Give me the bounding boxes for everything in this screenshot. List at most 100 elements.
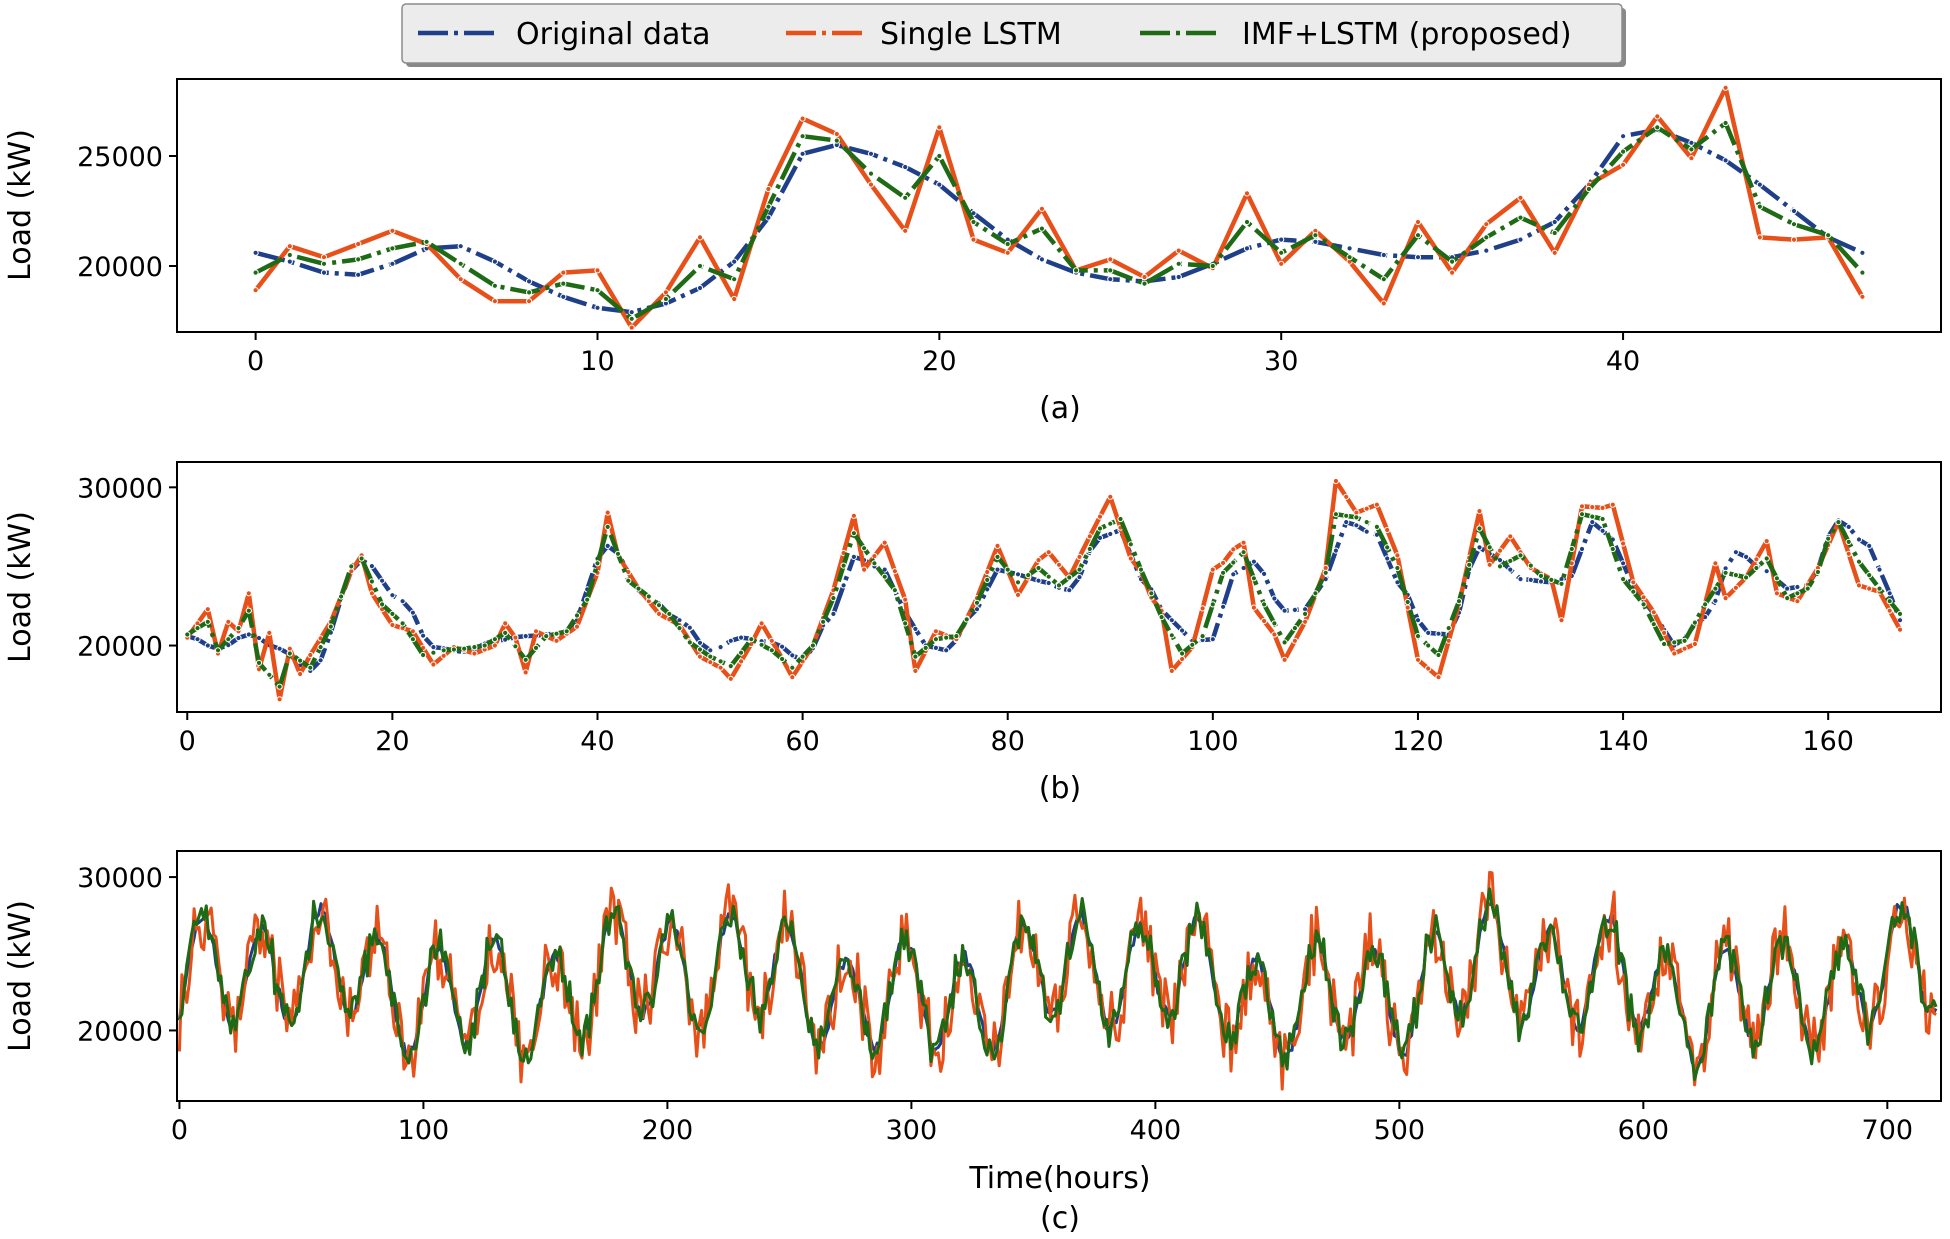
data-point-imf-lstm-a xyxy=(1209,262,1216,270)
data-point-imf-lstm-b xyxy=(368,578,375,585)
data-point-imf-lstm-b xyxy=(655,602,663,609)
data-point-single-lstm-a xyxy=(1004,249,1011,256)
data-point-single-lstm-a xyxy=(1141,273,1148,281)
legend-label-imf-lstm: IMF+LSTM (proposed) xyxy=(1242,17,1572,52)
data-point-imf-lstm-a xyxy=(936,152,943,160)
data-point-imf-lstm-a xyxy=(355,256,362,263)
data-point-single-lstm-a xyxy=(1517,194,1524,201)
data-point-single-lstm-b xyxy=(717,664,724,671)
data-point-single-lstm-b xyxy=(1414,656,1422,663)
data-point-original-a xyxy=(731,258,738,265)
data-point-original-a xyxy=(1688,139,1695,146)
data-point-single-lstm-a xyxy=(936,124,943,131)
data-point-imf-lstm-b xyxy=(512,643,519,650)
data-point-imf-lstm-a xyxy=(1107,267,1114,274)
data-point-imf-lstm-b xyxy=(327,623,334,630)
data-point-single-lstm-b xyxy=(881,539,888,546)
data-point-imf-lstm-b xyxy=(676,625,683,632)
series-line-imf-lstm-a xyxy=(254,120,1865,322)
data-point-single-lstm-b xyxy=(1332,477,1340,485)
data-point-single-lstm-b xyxy=(1107,493,1114,500)
data-point-imf-lstm-a xyxy=(765,203,772,210)
data-point-imf-lstm-b xyxy=(1496,563,1504,570)
data-point-single-lstm-b xyxy=(1230,546,1237,553)
data-point-imf-lstm-b xyxy=(1035,564,1042,572)
data-point-original-b xyxy=(686,624,693,631)
data-point-single-lstm-b xyxy=(1291,637,1299,644)
data-point-original-a xyxy=(628,309,635,316)
data-point-imf-lstm-b xyxy=(1712,585,1719,592)
data-point-imf-lstm-b xyxy=(1866,572,1873,579)
data-point-imf-lstm-b xyxy=(738,649,745,656)
data-point-single-lstm-a xyxy=(1107,256,1114,263)
data-point-single-lstm-a xyxy=(1722,84,1729,91)
data-point-imf-lstm-b xyxy=(1476,525,1483,532)
data-point-imf-lstm-b xyxy=(1722,569,1729,576)
data-point-single-lstm-a xyxy=(1620,161,1627,168)
data-point-single-lstm-b xyxy=(1271,631,1278,638)
data-point-imf-lstm-b xyxy=(1096,525,1104,532)
data-point-single-lstm-b xyxy=(789,674,796,681)
series-line-single-lstm-b xyxy=(185,478,1902,702)
data-point-single-lstm-b xyxy=(1404,604,1411,611)
data-point-single-lstm-b xyxy=(984,568,991,576)
x-tick-label-b: 120 xyxy=(1392,726,1444,757)
data-point-original-b xyxy=(1179,627,1186,634)
data-point-original-b xyxy=(1384,555,1391,562)
data-point-imf-lstm-b xyxy=(963,616,970,623)
data-point-imf-lstm-b xyxy=(225,636,232,643)
data-point-original-b xyxy=(738,634,745,641)
data-point-single-lstm-b xyxy=(1630,579,1637,586)
data-point-imf-lstm-a xyxy=(1825,232,1832,239)
data-point-original-b xyxy=(1599,527,1606,534)
axes-frame-c xyxy=(176,850,1942,1102)
data-point-single-lstm-a xyxy=(867,181,875,188)
data-point-imf-lstm-b xyxy=(399,620,406,627)
x-axis-label-c: Time(hours) xyxy=(968,1161,1150,1196)
data-point-original-b xyxy=(1261,570,1268,578)
data-point-single-lstm-b xyxy=(1384,526,1391,534)
data-point-original-b xyxy=(399,598,406,605)
x-tick-label-c: 100 xyxy=(398,1115,450,1146)
data-point-imf-lstm-b xyxy=(420,651,427,659)
series-line-single-lstm-a xyxy=(253,85,1865,330)
plot-area-c xyxy=(177,870,1938,1091)
data-point-single-lstm-b xyxy=(1055,561,1063,568)
data-point-imf-lstm-b xyxy=(614,550,622,557)
data-point-original-a xyxy=(1790,207,1798,215)
data-point-imf-lstm-b xyxy=(1302,610,1309,618)
panel-b: 0 20 40 60 80 100 120 140 160 20000 30000 Load (kW… xyxy=(3,461,1942,806)
data-point-imf-lstm-b xyxy=(1732,572,1740,579)
data-point-single-lstm-b xyxy=(1394,552,1401,559)
data-point-single-lstm-b xyxy=(491,642,498,649)
data-point-original-b xyxy=(204,642,211,649)
data-point-imf-lstm-b xyxy=(1343,512,1350,519)
plot-area-a xyxy=(252,84,1866,331)
data-point-imf-lstm-b xyxy=(625,577,632,584)
data-point-imf-lstm-b xyxy=(1261,601,1268,608)
legend-label-single-lstm: Single LSTM xyxy=(880,17,1062,52)
data-point-imf-lstm-b xyxy=(1425,642,1432,649)
data-point-imf-lstm-b xyxy=(830,595,837,602)
data-point-imf-lstm-b xyxy=(1373,523,1381,531)
data-point-original-b xyxy=(1066,587,1073,594)
data-point-single-lstm-b xyxy=(1732,584,1740,591)
data-point-original-b xyxy=(881,566,888,573)
data-point-original-b xyxy=(1712,597,1719,604)
data-point-original-b xyxy=(379,577,386,584)
data-point-single-lstm-a xyxy=(970,236,977,243)
data-point-imf-lstm-b xyxy=(1835,519,1842,526)
data-point-imf-lstm-b xyxy=(984,576,991,584)
data-point-original-b xyxy=(1620,560,1627,567)
data-point-original-a xyxy=(560,293,567,300)
data-point-single-lstm-b xyxy=(1794,598,1801,605)
x-tick-label-b: 0 xyxy=(179,726,196,757)
data-point-original-b xyxy=(389,592,396,599)
data-point-original-b xyxy=(1732,549,1740,556)
data-point-imf-lstm-a xyxy=(628,315,635,322)
y-tick-label-a: 25000 xyxy=(77,142,163,173)
data-point-imf-lstm-b xyxy=(686,639,693,646)
data-point-original-b xyxy=(1220,603,1227,610)
data-point-single-lstm-a xyxy=(1790,236,1798,243)
data-point-single-lstm-b xyxy=(1763,538,1770,545)
